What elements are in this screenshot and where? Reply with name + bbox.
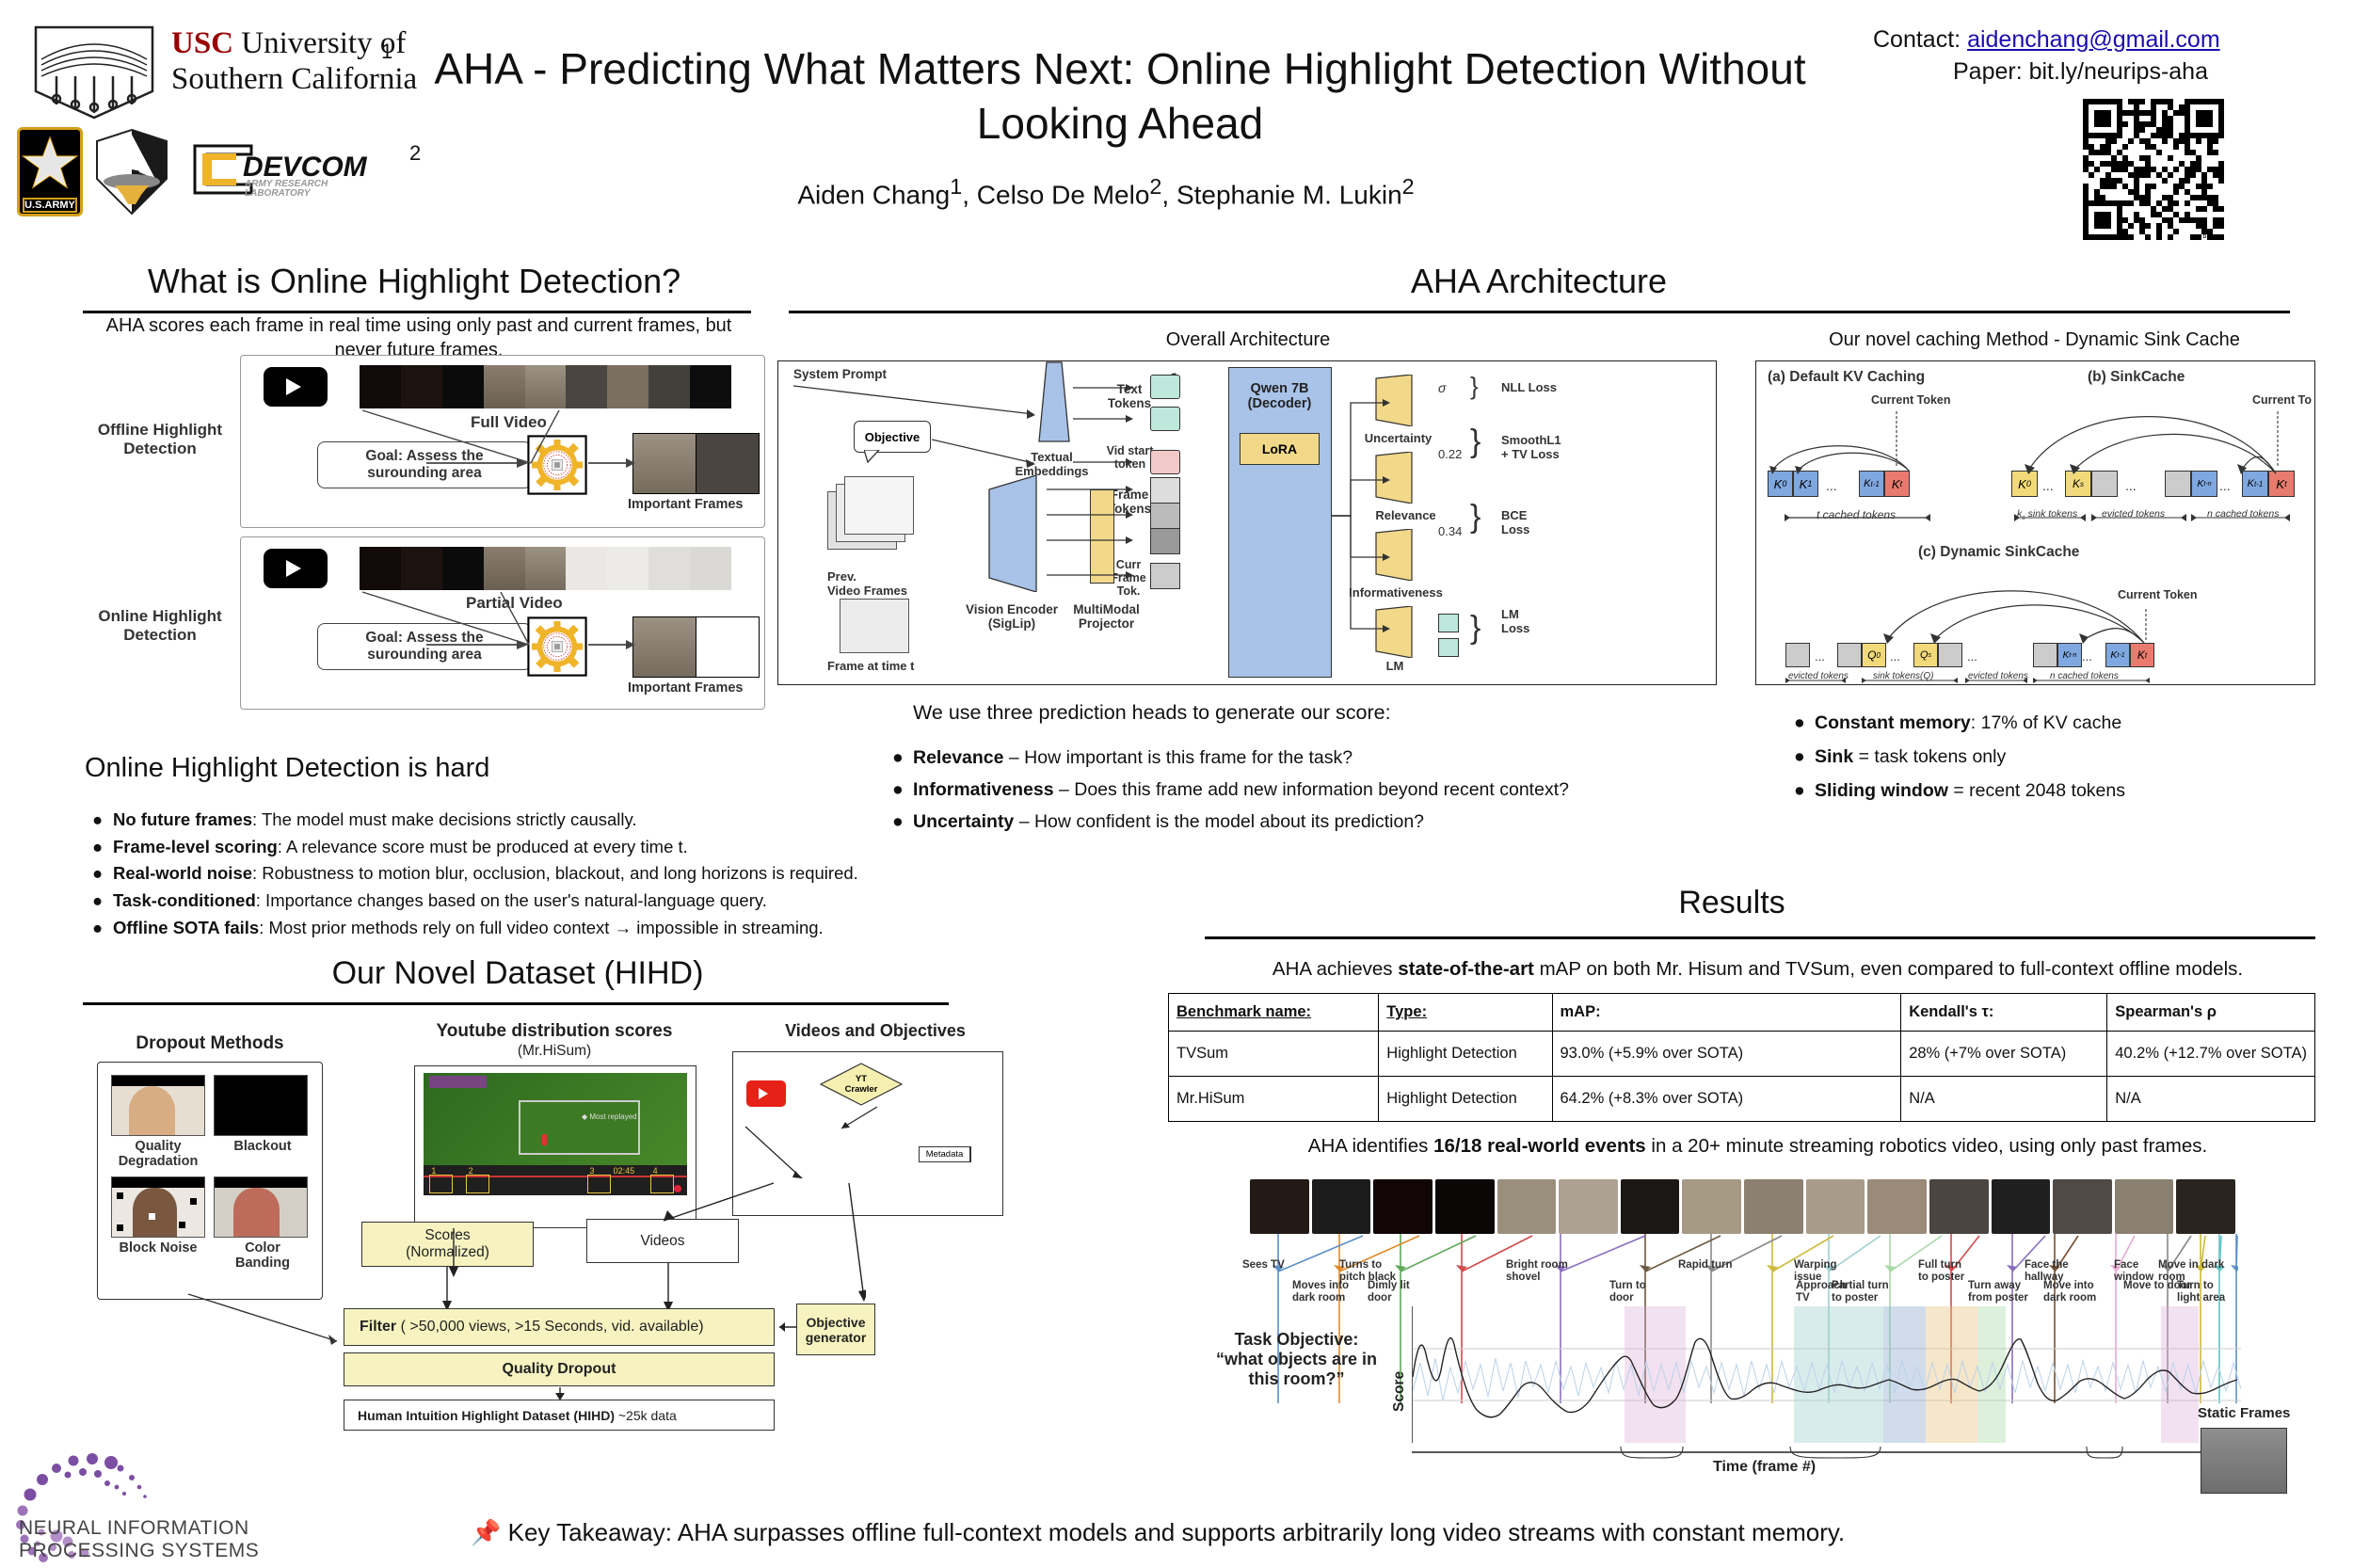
svg-text:LABORATORY: LABORATORY — [245, 188, 312, 198]
svg-text:YT: YT — [856, 1074, 867, 1084]
svg-text:Crawler: Crawler — [845, 1084, 878, 1095]
svg-text:bitly: bitly — [2203, 233, 2216, 240]
